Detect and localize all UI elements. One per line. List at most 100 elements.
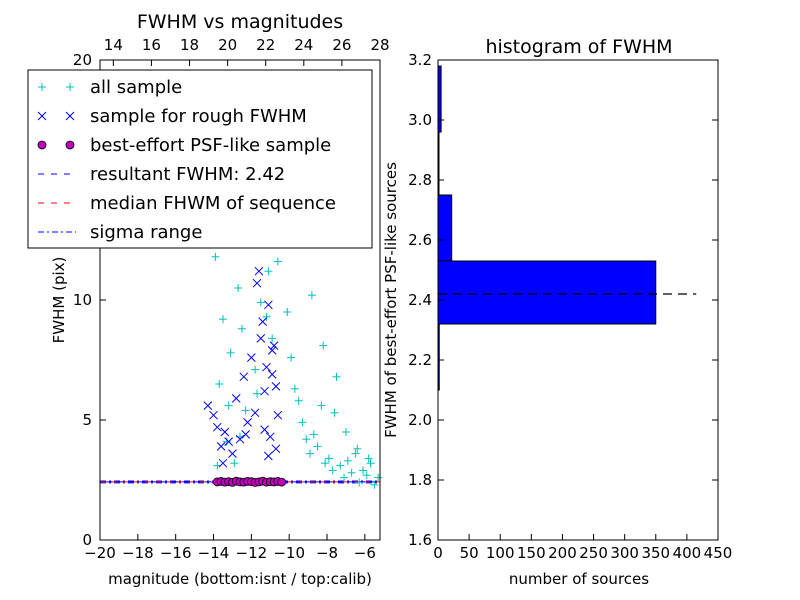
all-sample-point — [309, 430, 318, 439]
scatter-top-x-tick-label: 16 — [142, 36, 161, 54]
rough-fwhm-point-b — [260, 425, 269, 434]
histogram-y-tick-label: 2.0 — [408, 411, 432, 429]
rough-fwhm-point — [269, 341, 279, 350]
all-sample-point — [362, 471, 371, 480]
legend-label: sample for rough FWHM — [90, 106, 307, 127]
all-sample-point — [290, 384, 299, 393]
scatter-top-x-tick-label: 22 — [256, 36, 275, 54]
all-sample-point — [268, 334, 277, 343]
rough-fwhm-point-b — [218, 458, 228, 468]
rough-fwhm-point-b — [265, 432, 275, 442]
rough-fwhm-point — [250, 408, 260, 418]
all-sample-point — [283, 308, 292, 316]
all-sample-point — [222, 437, 231, 446]
legend-item: resultant FWHM: 2.42 — [38, 164, 285, 185]
scatter-top-x-tick-label: 20 — [218, 36, 237, 54]
legend-box — [27, 69, 373, 249]
rough-fwhm-point-b — [243, 418, 252, 427]
histogram-y-tick-label: 2.6 — [408, 231, 432, 249]
histogram-x-tick-label: 400 — [673, 544, 702, 562]
all-sample-point — [273, 257, 282, 266]
histogram-x-tick-label: 0 — [433, 544, 443, 562]
scatter-y-tick-label: 5 — [82, 411, 92, 429]
all-sample-point — [347, 468, 356, 477]
rough-fwhm-point-b — [212, 422, 222, 432]
legend-item: all sample — [38, 77, 182, 98]
rough-fwhm-point — [246, 353, 256, 362]
all-sample-point — [336, 461, 345, 470]
rough-fwhm-point-b — [239, 372, 249, 382]
scatter-x-tick-label: −6 — [354, 544, 376, 562]
rough-fwhm-point-b — [267, 346, 277, 355]
rough-fwhm-point — [273, 410, 283, 420]
histogram-bar — [437, 194, 453, 262]
all-sample-point — [264, 267, 273, 276]
rough-fwhm-point-b — [228, 449, 237, 458]
histogram-title: histogram of FWHM — [485, 36, 672, 58]
rough-fwhm-point — [243, 418, 252, 427]
legend-x-marker — [37, 111, 47, 121]
histogram-x-tick-label: 300 — [610, 544, 639, 562]
rough-fwhm-point-b — [252, 278, 262, 288]
all-sample-point — [224, 401, 233, 410]
scatter-y-tick-label: 10 — [73, 291, 92, 309]
legend-circle-marker — [37, 140, 47, 150]
rough-fwhm-point — [271, 382, 281, 391]
all-sample-point — [294, 396, 303, 405]
scatter-x-tick-label: −16 — [160, 544, 192, 562]
rough-fwhm-point-b — [256, 334, 266, 343]
all-sample-point — [351, 449, 360, 458]
rough-fwhm-point-b — [241, 430, 251, 439]
rough-fwhm-point — [264, 300, 273, 310]
all-sample-point — [253, 389, 262, 398]
rough-fwhm-point-b — [264, 300, 273, 310]
scatter-x-tick-label: −12 — [236, 544, 268, 562]
all-sample-point — [226, 348, 235, 357]
histogram-y-tick-label: 2.8 — [408, 171, 432, 189]
all-sample-point — [251, 365, 260, 374]
legend-label: best-effort PSF-like sample — [90, 135, 331, 156]
all-sample-point — [298, 418, 307, 427]
rough-fwhm-point — [218, 458, 228, 468]
scatter-x-tick-label: −20 — [84, 544, 116, 562]
rough-fwhm-point-b — [231, 394, 241, 403]
psf-like-point — [277, 477, 287, 487]
rough-fwhm-point — [224, 437, 234, 446]
legend-label: sigma range — [90, 222, 202, 243]
all-sample-point — [307, 291, 316, 300]
rough-fwhm-point — [260, 386, 269, 396]
scatter-top-x-ticks: 14 16 18 20 22 24 26 28 — [104, 36, 390, 66]
scatter-x-tick-label: −10 — [273, 544, 305, 562]
all-sample-point — [237, 324, 246, 333]
rough-fwhm-point-b — [271, 382, 281, 391]
all-sample-point — [366, 459, 375, 468]
rough-fwhm-point — [254, 266, 264, 276]
all-sample-point — [256, 298, 265, 307]
legend-x-marker — [65, 111, 75, 121]
all-sample-point — [211, 252, 220, 261]
histogram-x-tick-label: 50 — [460, 544, 479, 562]
scatter-y-axis-label: FWHM (pix) — [50, 257, 68, 344]
histogram-x-tick-label: 150 — [517, 544, 546, 562]
rough-fwhm-point-b — [216, 442, 226, 451]
scatter-top-x-tick-label: 28 — [370, 36, 389, 54]
legend-label: resultant FWHM: 2.42 — [90, 164, 285, 185]
rough-fwhm-point — [252, 278, 262, 288]
all-sample-point — [355, 478, 364, 487]
histogram-x-tick-label: 100 — [486, 544, 515, 562]
rough-fwhm-point-b — [203, 401, 213, 410]
rough-fwhm-point — [212, 422, 222, 432]
all-sample-point — [262, 312, 271, 321]
scatter-top-x-tick-label: 14 — [104, 36, 123, 54]
rough-fwhm-point-b — [246, 353, 256, 362]
histogram-y-tick-label: 1.6 — [408, 531, 432, 549]
histogram-y-tick-label: 2.2 — [408, 351, 432, 369]
all-sample-point — [313, 442, 322, 451]
histogram-y-tick-label: 1.8 — [408, 471, 432, 489]
rough-fwhm-point — [209, 410, 218, 420]
histogram-x-tick-label: 200 — [548, 544, 577, 562]
all-sample-point — [370, 480, 379, 489]
rough-fwhm-point-b — [267, 370, 277, 379]
histogram-panel: 0 50 100 150 200 250 300 350 400 450 1.6 1.8 2.0 2.2… — [382, 36, 732, 588]
